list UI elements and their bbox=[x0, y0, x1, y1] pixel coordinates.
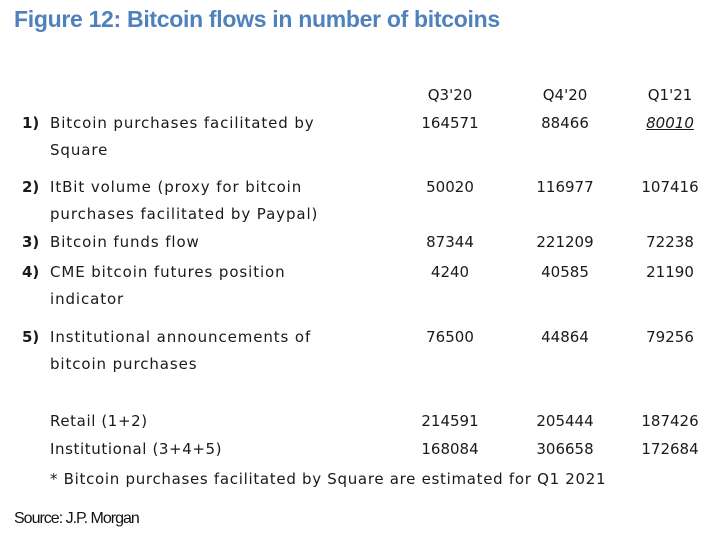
table-cell: 76500 bbox=[426, 328, 474, 346]
column-header-q1-21: Q1'21 bbox=[647, 86, 693, 104]
figure-title: Figure 12: Bitcoin flows in number of bi… bbox=[14, 6, 500, 32]
table-cell: 88466 bbox=[541, 114, 589, 132]
table-cell: 116977 bbox=[536, 178, 594, 196]
table-cell: 79256 bbox=[646, 328, 694, 346]
table-cell: 164571 bbox=[421, 114, 479, 132]
row-label-line: bitcoin purchases bbox=[50, 355, 198, 373]
row-number: 5) bbox=[22, 328, 40, 346]
row-label: Bitcoin purchases facilitated by Square bbox=[50, 110, 315, 164]
table-cell: 4240 bbox=[430, 263, 470, 281]
summary-cell: 306658 bbox=[536, 440, 594, 458]
table-cell: 50020 bbox=[426, 178, 474, 196]
row-label: Bitcoin funds flow bbox=[50, 229, 200, 256]
table-cell: 21190 bbox=[646, 263, 694, 281]
summary-cell: 187426 bbox=[641, 412, 699, 430]
row-number: 1) bbox=[22, 114, 40, 132]
row-number: 3) bbox=[22, 233, 40, 251]
table-cell: 44864 bbox=[541, 328, 589, 346]
table-cell: 221209 bbox=[536, 233, 594, 251]
source-line: Source: J.P. Morgan bbox=[14, 510, 140, 527]
column-header-q4-20: Q4'20 bbox=[542, 86, 588, 104]
table-cell: 87344 bbox=[426, 233, 474, 251]
summary-cell: 168084 bbox=[421, 440, 479, 458]
row-label-line: ItBit volume (proxy for bitcoin bbox=[50, 178, 303, 196]
row-label-line: Bitcoin purchases facilitated by bbox=[50, 114, 315, 132]
table-cell-estimated: 80010 bbox=[646, 114, 694, 132]
summary-cell: 172684 bbox=[641, 440, 699, 458]
row-label-line: indicator bbox=[50, 290, 125, 308]
footnote: * Bitcoin purchases facilitated by Squar… bbox=[50, 470, 607, 488]
summary-cell: 214591 bbox=[421, 412, 479, 430]
table-cell: 40585 bbox=[541, 263, 589, 281]
row-number: 2) bbox=[22, 178, 40, 196]
row-label-line: CME bitcoin futures position bbox=[50, 263, 286, 281]
table-cell: 107416 bbox=[641, 178, 699, 196]
column-header-q3-20: Q3'20 bbox=[427, 86, 473, 104]
summary-cell: 205444 bbox=[536, 412, 594, 430]
summary-label-retail: Retail (1+2) bbox=[50, 412, 148, 430]
row-label: ItBit volume (proxy for bitcoin purchase… bbox=[50, 174, 318, 228]
table-cell: 72238 bbox=[646, 233, 694, 251]
row-label-line: Bitcoin funds flow bbox=[50, 233, 200, 251]
row-label-line: Square bbox=[50, 141, 109, 159]
row-label-line: Institutional announcements of bbox=[50, 328, 312, 346]
row-number: 4) bbox=[22, 263, 40, 281]
row-label: Institutional announcements of bitcoin p… bbox=[50, 324, 311, 378]
row-label-line: purchases facilitated by Paypal) bbox=[50, 205, 319, 223]
row-label: CME bitcoin futures position indicator bbox=[50, 259, 286, 313]
summary-label-institutional: Institutional (3+4+5) bbox=[50, 440, 223, 458]
